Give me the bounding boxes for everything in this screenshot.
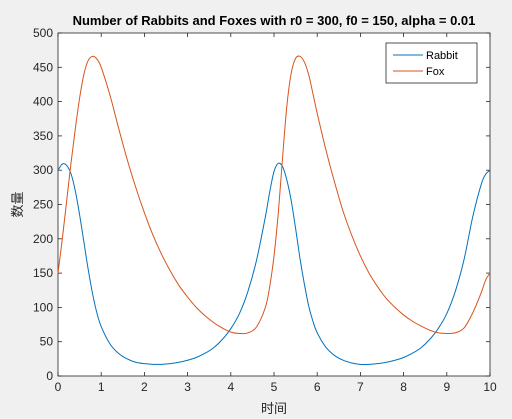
series-line-fox [57,55,491,335]
y-tick-label: 450 [33,60,53,74]
x-axis-label: 时间 [261,402,287,417]
x-tick-label: 3 [184,380,191,394]
x-axis-ticks: 0 1 2 3 4 5 6 7 8 9 10 [55,33,497,394]
legend-box [385,42,478,84]
y-axis-label: 数量 [11,191,26,217]
x-tick-label: 6 [314,380,321,394]
y-tick-label: 400 [33,95,53,109]
x-tick-label: 5 [271,380,278,394]
x-tick-label: 0 [55,380,62,394]
y-axis-ticks: 0 50 100 150 200 250 300 350 400 450 500 [33,26,490,383]
x-tick-label: 7 [357,380,364,394]
x-tick-label: 9 [443,380,450,394]
y-tick-label: 50 [40,335,54,349]
series-layer [57,55,491,365]
y-tick-label: 350 [33,129,53,143]
x-tick-label: 2 [141,380,148,394]
x-tick-label: 10 [483,380,497,394]
legend-label-fox: Fox [426,66,445,78]
y-tick-label: 300 [33,163,53,177]
x-tick-label: 4 [227,380,234,394]
legend: Rabbit Fox [385,42,478,84]
x-tick-label: 1 [98,380,105,394]
chart-title: Number of Rabbits and Foxes with r0 = 30… [73,13,476,28]
legend-label-rabbit: Rabbit [426,50,458,62]
y-tick-label: 0 [46,369,53,383]
plot-area [57,32,491,377]
y-tick-label: 250 [33,198,53,212]
x-tick-label: 8 [400,380,407,394]
y-tick-label: 500 [33,26,53,40]
y-tick-label: 200 [33,232,53,246]
y-tick-label: 100 [33,300,53,314]
series-line-rabbit [57,162,491,365]
y-tick-label: 150 [33,266,53,280]
